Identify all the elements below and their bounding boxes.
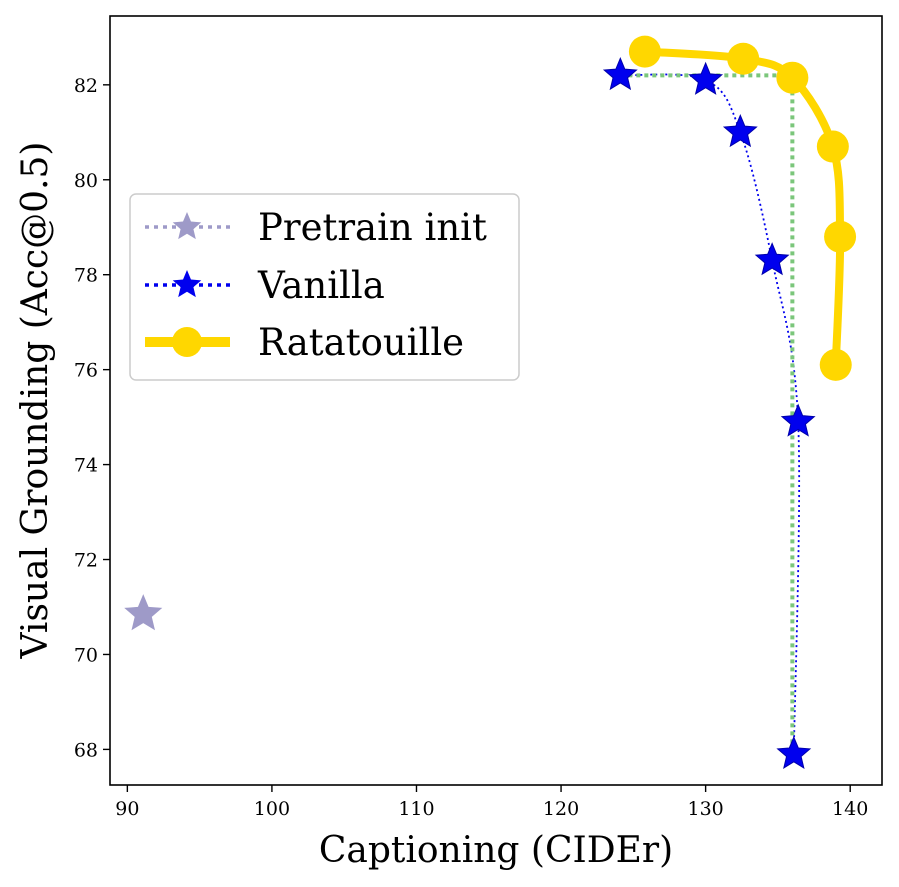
y-tick-label: 70 [74, 644, 98, 666]
y-tick-label: 68 [74, 739, 98, 761]
x-tick-label: 140 [832, 798, 868, 820]
vanilla-point [688, 61, 724, 95]
x-axis-label: Captioning (CIDEr) [319, 830, 673, 871]
legend-label: Ratatouille [258, 321, 464, 364]
ratatouille-point [824, 220, 857, 253]
vanilla-point [602, 57, 638, 91]
plot-frame [109, 15, 883, 786]
ratatouille-point [628, 35, 661, 68]
legend: Pretrain init Vanilla Ratatouille [129, 193, 520, 381]
vanilla-point [754, 242, 790, 276]
y-tick-label: 72 [74, 550, 98, 572]
x-axis: 90 100 110 120 130 140 [115, 785, 868, 820]
x-tick-label: 90 [115, 798, 139, 820]
legend-box [129, 193, 520, 381]
y-tick-label: 82 [74, 75, 98, 97]
pretrain-init-point [124, 594, 163, 631]
legend-label: Vanilla [257, 264, 385, 307]
y-axis-label: Visual Grounding (Acc@0.5) [15, 142, 56, 660]
ratatouille-point [819, 348, 852, 381]
ratatouille-point [727, 42, 760, 75]
legend-vanilla-marker [172, 270, 202, 298]
vanilla-point [776, 735, 812, 769]
plot-area [124, 35, 857, 769]
y-tick-label: 76 [74, 360, 98, 382]
y-tick-label: 78 [74, 265, 98, 287]
y-tick-label: 74 [74, 455, 98, 477]
x-tick-label: 120 [543, 798, 579, 820]
x-tick-label: 110 [398, 798, 434, 820]
vanilla-point [722, 113, 758, 148]
ratatouille-point [816, 130, 849, 163]
vanilla-point [780, 403, 816, 437]
y-tick-label: 80 [74, 170, 98, 192]
legend-ratatouille-marker [172, 327, 202, 357]
legend-pretrain-init-marker [172, 212, 202, 240]
ratatouille-point [776, 61, 809, 94]
y-axis: 68 70 72 74 76 78 80 82 [74, 75, 110, 761]
x-tick-label: 130 [687, 798, 723, 820]
x-tick-label: 100 [254, 798, 290, 820]
legend-label: Pretrain init [258, 206, 487, 249]
